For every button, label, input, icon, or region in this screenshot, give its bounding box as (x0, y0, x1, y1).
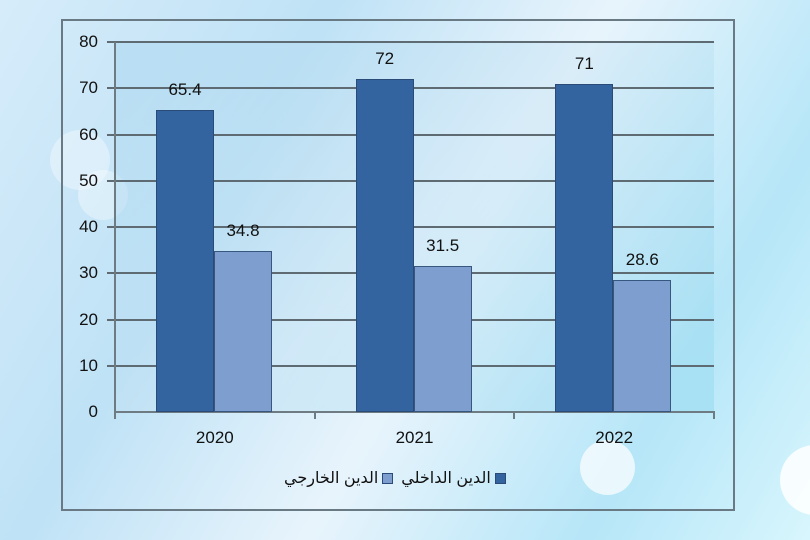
data-label: 34.8 (226, 221, 260, 241)
x-tick-label: 2020 (195, 428, 234, 447)
data-label: 28.6 (625, 249, 659, 269)
bar-external-debt (413, 266, 472, 412)
data-label: 65.4 (168, 79, 202, 99)
legend-swatch-domestic (494, 472, 506, 484)
bar-domestic-debt (156, 109, 214, 412)
y-tick-label: 30 (79, 263, 98, 283)
x-tick-label: 2022 (595, 428, 634, 447)
bar-external-debt (214, 251, 272, 412)
chart-frame (61, 19, 735, 511)
legend-swatch-external (382, 472, 394, 484)
legend-item-domestic: الدين الداخلي (401, 468, 506, 488)
y-tick-label: 50 (79, 170, 98, 190)
y-tick-label: 80 (79, 32, 98, 51)
x-tick-label: 2021 (395, 428, 434, 447)
background-bokeh (780, 445, 810, 515)
bar-external-debt (613, 279, 672, 412)
legend: الدين الداخلي الدين الخارجي (284, 468, 506, 488)
x-tick-mark (114, 411, 116, 419)
y-tick-label: 70 (79, 78, 98, 98)
data-label: 72 (375, 49, 395, 68)
y-tick-label: 20 (79, 309, 98, 329)
x-tick-mark (313, 411, 316, 419)
x-axis (114, 411, 715, 413)
y-tick-label: 40 (79, 217, 98, 236)
legend-label-external: الدين الخارجي (284, 470, 379, 487)
background-bokeh (580, 440, 635, 495)
x-tick-mark (513, 411, 516, 419)
data-label: 71 (574, 53, 594, 73)
legend-label-domestic: الدين الداخلي (401, 470, 491, 487)
gridline (107, 41, 714, 43)
x-tick-mark (713, 411, 715, 419)
y-tick-label: 10 (79, 355, 98, 375)
y-tick-label: 60 (79, 124, 98, 144)
background-bokeh (50, 130, 110, 190)
data-label: 31.5 (426, 236, 460, 256)
legend-item-external: الدين الخارجي (284, 468, 394, 488)
y-tick-label: 0 (88, 402, 98, 421)
bar-domestic-debt (355, 79, 414, 412)
y-axis (114, 42, 116, 414)
bar-domestic-debt (555, 83, 614, 412)
